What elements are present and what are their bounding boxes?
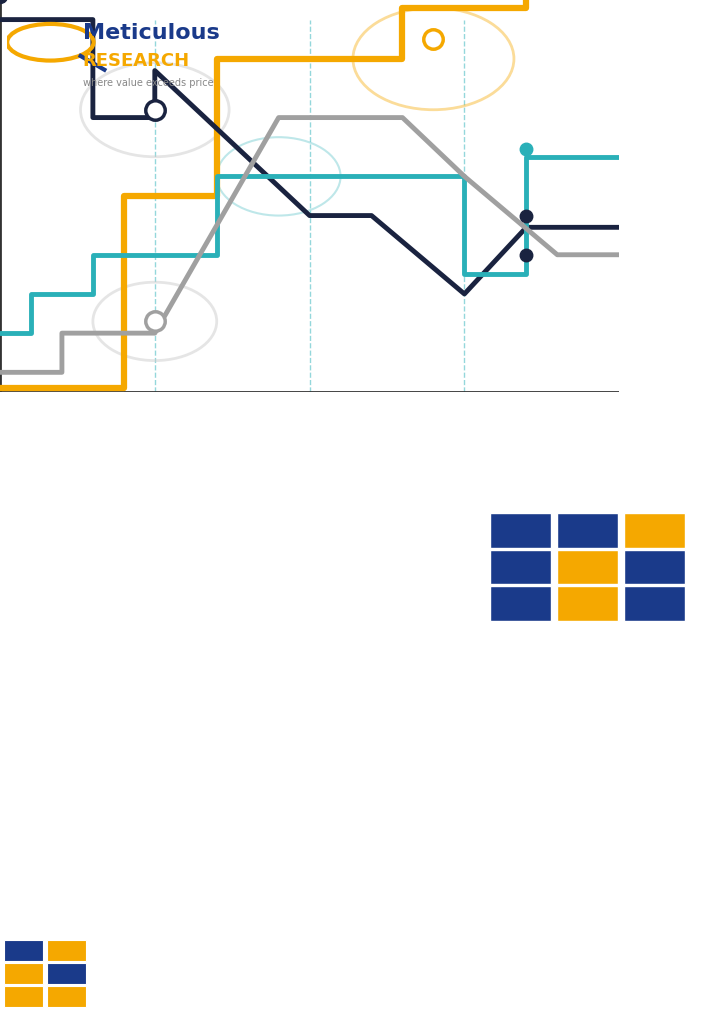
Polygon shape	[310, 643, 418, 693]
FancyBboxPatch shape	[490, 513, 551, 548]
Text: $1.56 Billion by 2031: $1.56 Billion by 2031	[71, 589, 433, 618]
Text: RESEARCH: RESEARCH	[83, 52, 190, 69]
Polygon shape	[194, 758, 252, 796]
FancyBboxPatch shape	[557, 550, 618, 584]
Text: Computer Aided Detection: Computer Aided Detection	[24, 490, 480, 518]
FancyBboxPatch shape	[4, 940, 43, 961]
Polygon shape	[288, 686, 454, 942]
Polygon shape	[122, 796, 302, 987]
Text: where value exceeds price: where value exceeds price	[83, 78, 213, 89]
FancyBboxPatch shape	[4, 963, 43, 983]
FancyBboxPatch shape	[47, 940, 86, 961]
FancyBboxPatch shape	[490, 550, 551, 584]
FancyBboxPatch shape	[624, 586, 685, 621]
Polygon shape	[29, 643, 288, 782]
FancyBboxPatch shape	[490, 586, 551, 621]
FancyBboxPatch shape	[4, 985, 43, 1007]
FancyBboxPatch shape	[557, 513, 618, 548]
FancyBboxPatch shape	[624, 513, 685, 548]
FancyBboxPatch shape	[557, 586, 618, 621]
Text: Market Projected to Reach: Market Projected to Reach	[24, 540, 480, 568]
Polygon shape	[554, 873, 684, 961]
Text: Meticulous: Meticulous	[83, 23, 220, 43]
Polygon shape	[396, 636, 706, 751]
FancyBboxPatch shape	[624, 550, 685, 584]
FancyBboxPatch shape	[47, 985, 86, 1007]
FancyBboxPatch shape	[47, 963, 86, 983]
